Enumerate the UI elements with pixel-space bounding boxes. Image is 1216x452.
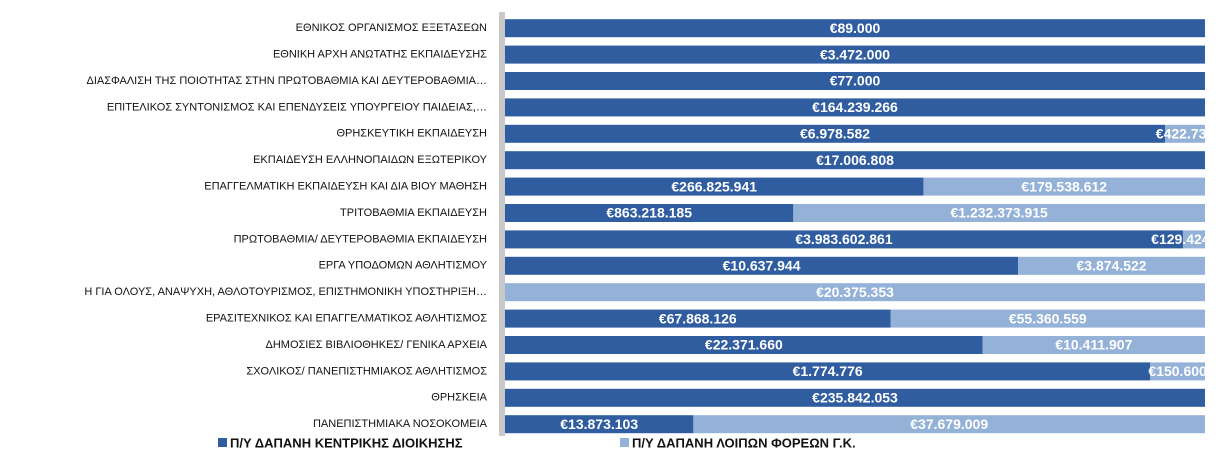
value-label: €55.360.559 [1009, 310, 1087, 326]
category-label: ΔΗΜΟΣΙΕΣ ΒΙΒΛΙΟΘΗΚΕΣ/ ΓΕΝΙΚΑ ΑΡΧΕΙΑ [266, 339, 488, 351]
bar-segment [505, 309, 891, 328]
bar-segment [505, 177, 924, 196]
bar-segment [505, 151, 1205, 170]
category-label: ΠΑΝΕΠΙΣΤΗΜΙΑΚΑ ΝΟΣΟΚΟΜΕΙΑ [313, 418, 488, 430]
bar-segment [1165, 124, 1205, 143]
bar-segment [505, 45, 1205, 64]
value-label: €3.472.000 [820, 46, 890, 62]
legend-swatch [620, 438, 629, 447]
legend-label: Π/Υ ΔΑΠΑΝΗ ΚΕΝΤΡΙΚΗΣ ΔΙΟΙΚΗΣΗΣ [230, 435, 463, 450]
bar-segment [505, 388, 1205, 407]
value-label: €20.375.353 [816, 284, 894, 300]
value-label: €77.000 [830, 73, 881, 89]
category-label: ΕΠΙΤΕΛΙΚΟΣ ΣΥΝΤΟΝΙΣΜΟΣ ΚΑΙ ΕΠΕΝΔΥΣΕΙΣ ΥΠ… [107, 101, 487, 113]
value-label: €10.637.944 [723, 258, 801, 274]
category-label: Η ΓΙΑ ΟΛΟΥΣ, ΑΝΑΨΥΧΗ, ΑΘΛΟΤΟΥΡΙΣΜΟΣ, ΕΠΙ… [84, 286, 487, 298]
value-label: €1.232.373.915 [951, 205, 1049, 221]
bar-segment [1150, 362, 1205, 381]
bar-segment [505, 230, 1183, 249]
bar-segment [505, 98, 1205, 117]
bar-segment [505, 19, 1205, 38]
category-label: ΕΚΠΑΙΔΕΥΣΗ ΕΛΛΗΝΟΠΑΙΔΩΝ ΕΞΩΤΕΡΙΚΟΥ [253, 154, 488, 166]
category-label: ΕΘΝΙΚΟΣ ΟΡΓΑΝΙΣΜΟΣ ΕΞΕΤΑΣΕΩΝ [296, 22, 487, 34]
value-label: €179.538.612 [1021, 178, 1107, 194]
value-label: €164.239.266 [812, 99, 898, 115]
bar-segment [505, 204, 794, 222]
category-label: ΣΧΟΛΙΚΟΣ/ ΠΑΝΕΠΙΣΤΗΜΙΑΚΟΣ ΑΘΛΗΤΙΣΜΟΣ [246, 365, 487, 377]
value-label: €6.978.582 [800, 126, 870, 142]
value-label: €3.983.602.861 [795, 231, 893, 247]
bar-segment [793, 204, 1205, 222]
bar-segment [890, 309, 1205, 328]
bar-segment [505, 256, 1019, 275]
bar-segment [505, 415, 694, 434]
bar-segment [505, 336, 983, 354]
bar-segment [505, 283, 1205, 302]
value-label: €235.842.053 [812, 390, 898, 406]
value-label: €10.411.907 [1055, 337, 1132, 353]
value-label: €422.730 [1156, 126, 1215, 142]
bar-segment [505, 124, 1166, 143]
value-label: €22.371.660 [705, 337, 783, 353]
bar-segment [505, 362, 1151, 381]
category-label: ΠΡΩΤΟΒΑΘΜΙΑ/ ΔΕΥΤΕΡΟΒΑΘΜΙΑ ΕΚΠΑΙΔΕΥΣΗ [234, 233, 487, 245]
bar-segment [1182, 230, 1205, 249]
axis-wall [499, 12, 505, 436]
value-label: €266.825.941 [671, 178, 757, 194]
legend-swatch [218, 438, 227, 447]
bar-segment [923, 177, 1205, 196]
value-label: €150.600 [1148, 363, 1207, 379]
category-label: ΕΡΓΑ ΥΠΟΔΟΜΩΝ ΑΘΛΗΤΙΣΜΟΥ [319, 260, 488, 272]
category-label: ΘΡΗΣΚΕΙΑ [431, 392, 487, 404]
value-label: €1.774.776 [793, 363, 863, 379]
value-label: €37.679.009 [910, 416, 988, 432]
bar-segment [1018, 256, 1205, 275]
value-label: €13.873.103 [560, 416, 638, 432]
legend-label: Π/Υ ΔΑΠΑΝΗ ΛΟΙΠΩΝ ΦΟΡΕΩΝ Γ.Κ. [632, 435, 856, 450]
bar-segment [693, 415, 1205, 434]
bar-segment [505, 72, 1205, 90]
category-label: ΕΠΑΓΓΕΛΜΑΤΙΚΗ ΕΚΠΑΙΔΕΥΣΗ ΚΑΙ ΔΙΑ ΒΙΟΥ ΜΑ… [204, 181, 487, 193]
category-label: ΔΙΑΣΦΑΛΙΣΗ ΤΗΣ ΠΟΙΟΤΗΤΑΣ ΣΤΗΝ ΠΡΩΤΟΒΑΘΜΙ… [87, 75, 488, 87]
category-label: ΕΡΑΣΙΤΕΧΝΙΚΟΣ ΚΑΙ ΕΠΑΓΓΕΛΜΑΤΙΚΟΣ ΑΘΛΗΤΙΣ… [206, 313, 487, 325]
value-label: €17.006.808 [816, 152, 894, 168]
value-label: €3.874.522 [1077, 258, 1147, 274]
category-label: ΤΡΙΤΟΒΑΘΜΙΑ ΕΚΠΑΙΔΕΥΣΗ [340, 207, 487, 219]
category-label: ΕΘΝΙΚΗ ΑΡΧΗ ΑΝΩΤΑΤΗΣ ΕΚΠΑΙΔΕΥΣΗΣ [273, 49, 487, 61]
value-label: €129.424.000 [1151, 231, 1216, 247]
bar-segment [982, 336, 1205, 354]
value-label: €863.218.185 [606, 205, 692, 221]
category-label: ΘΡΗΣΚΕΥΤΙΚΗ ΕΚΠΑΙΔΕΥΣΗ [336, 128, 487, 140]
value-label: €89.000 [830, 20, 881, 36]
value-label: €67.868.126 [659, 310, 737, 326]
